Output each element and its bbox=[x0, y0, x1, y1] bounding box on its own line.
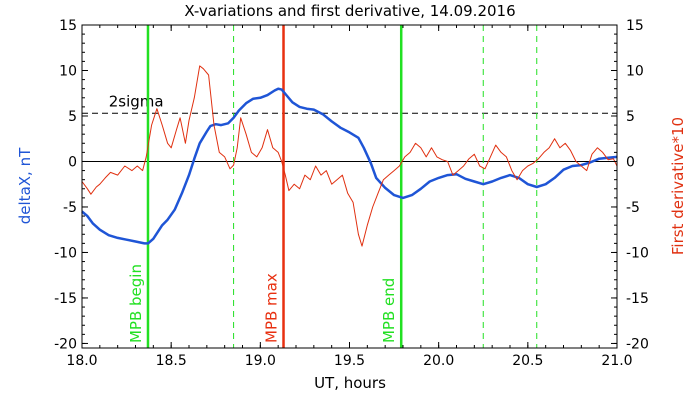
reference-lines: 2sigma bbox=[82, 92, 617, 162]
y-tick-label-left: 10 bbox=[59, 63, 77, 79]
vertical-marker-label: MPB begin bbox=[127, 264, 145, 343]
y-tick-label-right: -20 bbox=[626, 336, 649, 352]
y-tick-label-right: -15 bbox=[626, 291, 649, 307]
y-tick-label-right: 10 bbox=[626, 63, 644, 79]
sigma-label: 2sigma bbox=[109, 92, 164, 110]
y-tick-label-left: -20 bbox=[54, 336, 77, 352]
vertical-marker-label: MPB max bbox=[263, 273, 281, 343]
y-tick-label-right: 15 bbox=[626, 18, 644, 34]
y-axis-label-right: First derivative*10 bbox=[669, 117, 687, 255]
series-layer bbox=[81, 65, 618, 247]
x-tick-label: 20.5 bbox=[512, 353, 543, 369]
y-tick-label-right: -5 bbox=[626, 200, 640, 216]
y-tick-label-left: 15 bbox=[59, 18, 77, 34]
x-tick-label: 19.5 bbox=[334, 353, 365, 369]
x-tick-label: 20.0 bbox=[423, 353, 454, 369]
y-tick-label-right: -10 bbox=[626, 245, 649, 261]
y-tick-label-left: 5 bbox=[68, 109, 77, 125]
y-axis-label-left: deltaX, nT bbox=[16, 147, 34, 224]
y-tick-label-right: 0 bbox=[626, 154, 635, 170]
chart-title: X-variations and first derivative, 14.09… bbox=[184, 2, 515, 20]
y-tick-label-right: 5 bbox=[626, 109, 635, 125]
y-tick-label-left: 0 bbox=[68, 154, 77, 170]
plot-frame bbox=[81, 24, 618, 349]
vertical-markers: MPB begin MPB max MPB end bbox=[127, 25, 538, 348]
x-tick-label: 18.0 bbox=[66, 353, 97, 369]
x-tick-label: 21.0 bbox=[601, 353, 632, 369]
y-tick-label-left: -15 bbox=[54, 291, 77, 307]
vertical-marker-label: MPB end bbox=[380, 278, 398, 343]
series-line-derivative bbox=[81, 65, 618, 247]
y-tick-label-left: -5 bbox=[63, 200, 77, 216]
x-axis-label: UT, hours bbox=[314, 374, 386, 392]
x-tick-label: 18.5 bbox=[156, 353, 187, 369]
series-line-deltax bbox=[81, 87, 618, 245]
y-tick-label-left: -10 bbox=[54, 245, 77, 261]
x-tick-label: 19.0 bbox=[245, 353, 276, 369]
